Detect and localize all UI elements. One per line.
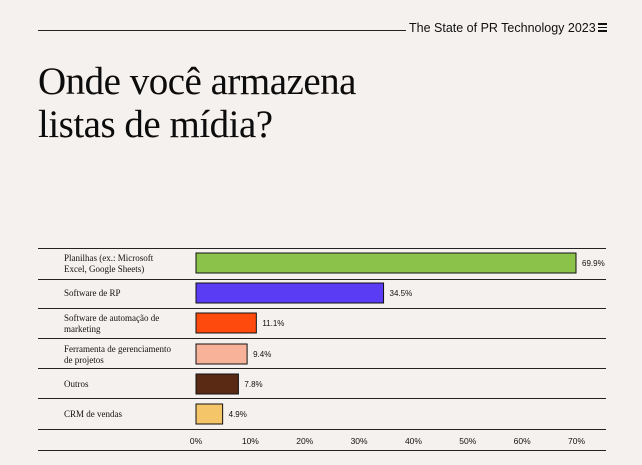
value-label: 69.9% xyxy=(582,259,605,268)
bar xyxy=(195,403,224,425)
value-label: 11.1% xyxy=(262,319,284,328)
category-label-line: Software de RP xyxy=(64,288,121,298)
x-tick-label: 20% xyxy=(296,436,313,446)
x-tick-label: 70% xyxy=(568,436,585,446)
category-label-line: marketing xyxy=(64,324,101,334)
category-label-line: Planilhas (ex.: Microsoft xyxy=(64,253,154,263)
value-label: 34.5% xyxy=(390,289,413,298)
category-label: Ferramenta de gerenciamento de projetos xyxy=(64,344,171,365)
value-label: 7.8% xyxy=(244,380,262,389)
header-rule xyxy=(38,30,406,31)
category-label: Outros xyxy=(64,379,89,389)
bar xyxy=(195,312,257,334)
category-label-line: Software de automação de xyxy=(64,313,159,323)
category-label: Software de automação de marketing xyxy=(64,313,159,334)
x-tick-label: 50% xyxy=(459,436,476,446)
category-label-line: Ferramenta de gerenciamento xyxy=(64,344,171,354)
bar xyxy=(195,373,239,395)
category-label-line: Excel, Google Sheets) xyxy=(64,264,144,274)
x-tick-label: 60% xyxy=(514,436,531,446)
category-label-line: de projetos xyxy=(64,355,104,365)
category-label-line: CRM de vendas xyxy=(64,409,122,419)
value-label: 4.9% xyxy=(229,410,247,419)
x-tick-label: 0% xyxy=(190,436,203,446)
bar xyxy=(195,282,385,304)
value-label: 9.4% xyxy=(253,350,271,359)
page-title: Onde você armazena listas de mídia? xyxy=(38,60,356,146)
hamburger-menu-icon[interactable] xyxy=(598,23,607,32)
report-title: The State of PR Technology 2023 xyxy=(409,21,596,35)
category-label-line: Outros xyxy=(64,379,89,389)
x-tick-label: 30% xyxy=(351,436,368,446)
bar xyxy=(195,343,248,365)
category-label: Software de RP xyxy=(64,288,121,298)
bar xyxy=(195,252,577,274)
category-label: Planilhas (ex.: Microsoft Excel, Google S… xyxy=(64,253,154,274)
x-tick-label: 10% xyxy=(242,436,259,446)
x-tick-label: 40% xyxy=(405,436,422,446)
category-label: CRM de vendas xyxy=(64,409,122,419)
